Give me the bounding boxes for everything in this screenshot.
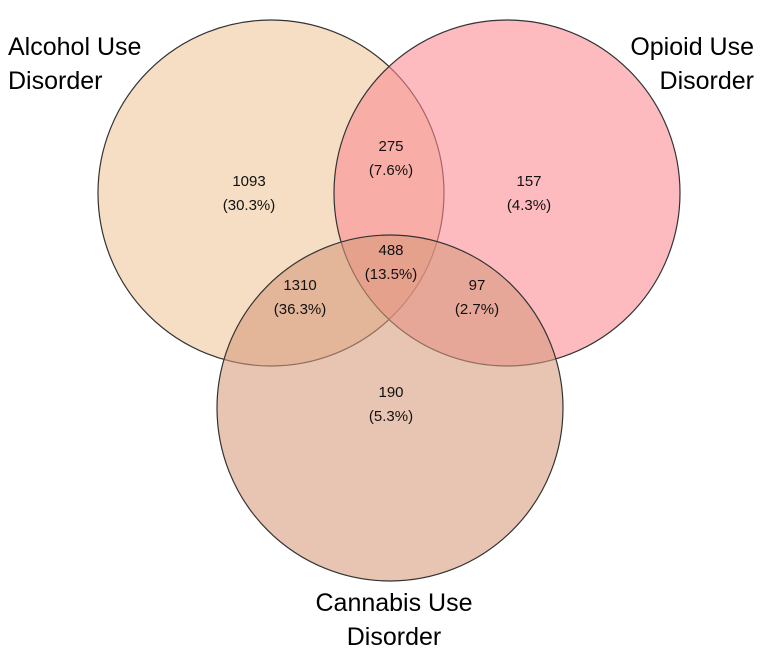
region-percent: (13.5%) (365, 266, 418, 283)
set-label-line: Disorder (8, 67, 103, 95)
region-count: 190 (378, 384, 403, 401)
region-percent: (7.6%) (369, 162, 413, 179)
opioid-set-label: Opioid Use Disorder (630, 30, 754, 98)
region-alcohol-only: 1093 (30.3%) (223, 173, 276, 214)
region-count: 1093 (232, 173, 265, 190)
region-all-three: 488 (13.5%) (365, 242, 418, 283)
set-label-line: Opioid Use (630, 33, 754, 61)
region-count: 1310 (283, 277, 316, 294)
set-label-line: Alcohol Use (8, 33, 142, 61)
region-percent: (5.3%) (369, 408, 413, 425)
set-label-line: Disorder (346, 623, 442, 651)
region-count: 97 (469, 277, 486, 294)
region-percent: (2.7%) (455, 301, 499, 318)
region-count: 157 (516, 173, 541, 190)
region-opioid-cannabis: 97 (2.7%) (455, 277, 499, 318)
region-opioid-only: 157 (4.3%) (507, 173, 551, 214)
region-count: 275 (378, 138, 403, 155)
region-count: 488 (378, 242, 403, 259)
region-alcohol-cannabis: 1310 (36.3%) (274, 277, 327, 318)
alcohol-set-label: Alcohol Use Disorder (8, 30, 141, 98)
region-percent: (36.3%) (274, 301, 327, 318)
region-percent: (4.3%) (507, 197, 551, 214)
cannabis-circle (216, 234, 564, 582)
cannabis-set-label: Cannabis Use Disorder (314, 586, 474, 654)
set-label-line: Cannabis Use (315, 589, 473, 617)
set-label-line: Disorder (659, 67, 754, 95)
region-percent: (30.3%) (223, 197, 276, 214)
region-alcohol-opioid: 275 (7.6%) (369, 138, 413, 179)
region-cannabis-only: 190 (5.3%) (369, 384, 413, 425)
